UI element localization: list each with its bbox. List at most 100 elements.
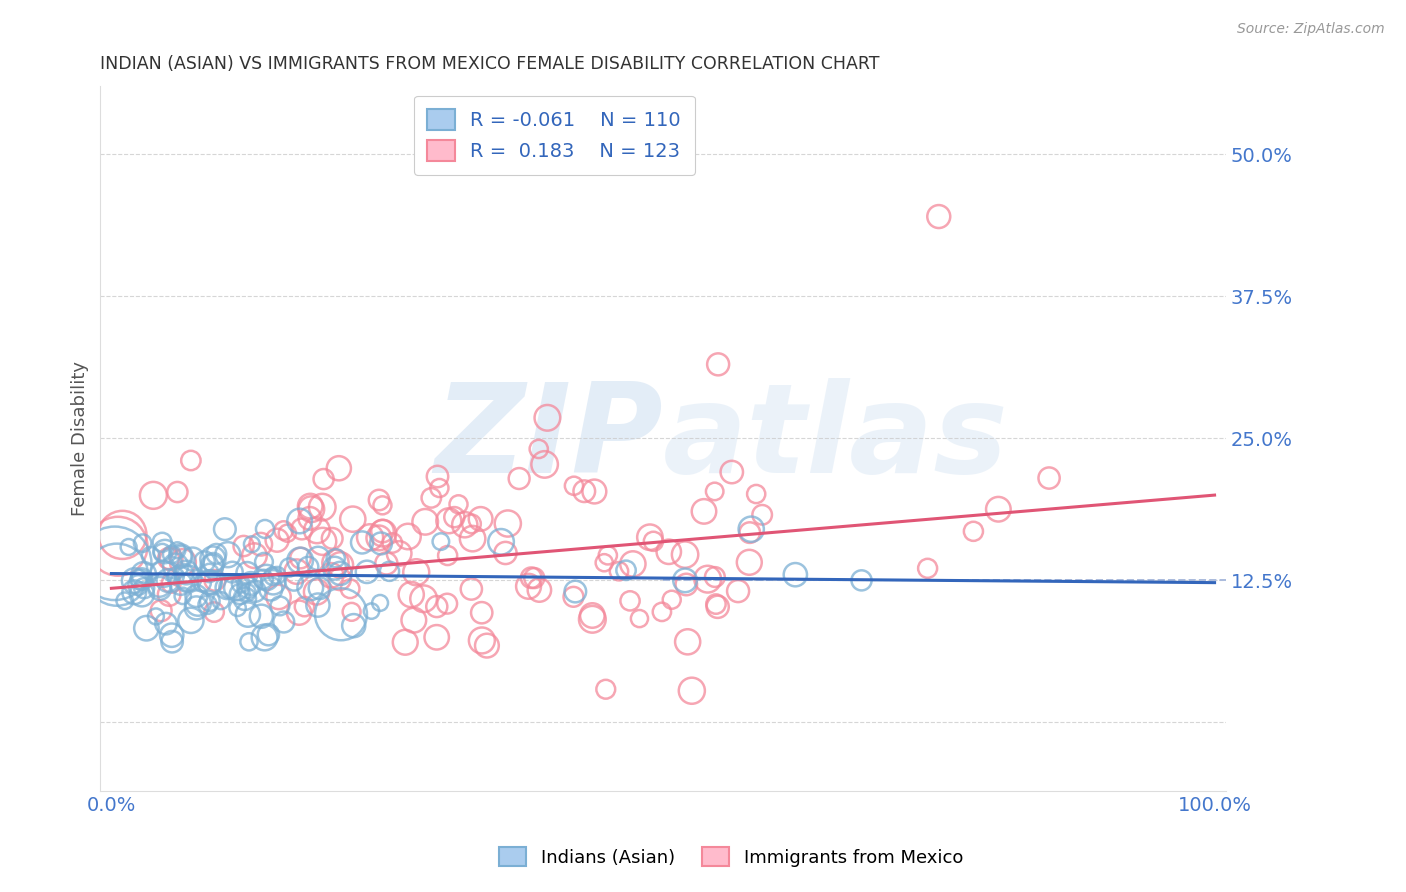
Point <box>329 558 352 572</box>
Point <box>266 568 288 582</box>
Point <box>160 576 183 591</box>
Point <box>214 522 236 536</box>
Point <box>204 574 226 588</box>
Point <box>131 587 153 601</box>
Point <box>928 210 950 224</box>
Point <box>426 469 449 483</box>
Point <box>294 599 316 614</box>
Point <box>394 635 416 649</box>
Point <box>226 600 249 615</box>
Point <box>523 571 546 585</box>
Point <box>236 607 259 622</box>
Point <box>437 514 460 528</box>
Point <box>269 599 291 613</box>
Point <box>107 539 129 553</box>
Point <box>201 558 224 573</box>
Point <box>176 575 198 590</box>
Point <box>529 582 551 597</box>
Point <box>285 565 308 579</box>
Point <box>330 607 353 622</box>
Point <box>170 576 193 591</box>
Point <box>496 516 519 531</box>
Point <box>170 549 193 563</box>
Point <box>193 555 215 569</box>
Point <box>238 635 260 649</box>
Point <box>720 465 742 479</box>
Point <box>583 484 606 499</box>
Point <box>262 575 284 590</box>
Point <box>160 628 183 642</box>
Point <box>596 549 619 563</box>
Point <box>751 508 773 522</box>
Point <box>253 522 276 536</box>
Point <box>321 532 343 546</box>
Point <box>197 598 219 612</box>
Point <box>495 546 517 560</box>
Point <box>243 549 266 563</box>
Point <box>104 557 127 571</box>
Text: Source: ZipAtlas.com: Source: ZipAtlas.com <box>1237 22 1385 37</box>
Point <box>321 568 343 582</box>
Point <box>436 597 458 611</box>
Point <box>157 587 180 601</box>
Point <box>283 574 305 589</box>
Point <box>156 574 179 588</box>
Point <box>447 497 470 511</box>
Point <box>186 601 208 615</box>
Point <box>340 605 363 619</box>
Point <box>299 581 322 595</box>
Point <box>219 580 242 594</box>
Point <box>917 561 939 575</box>
Point <box>166 485 188 500</box>
Point <box>131 536 153 550</box>
Point <box>150 535 173 549</box>
Point <box>402 613 425 627</box>
Point <box>517 579 540 593</box>
Point <box>165 569 187 583</box>
Point <box>257 628 280 642</box>
Point <box>267 590 290 604</box>
Point <box>454 517 477 532</box>
Point <box>139 549 162 563</box>
Point <box>236 585 259 599</box>
Point <box>233 591 256 606</box>
Point <box>160 548 183 562</box>
Point <box>508 471 530 485</box>
Legend: R = -0.061    N = 110, R =  0.183    N = 123: R = -0.061 N = 110, R = 0.183 N = 123 <box>413 95 695 175</box>
Point <box>201 552 224 566</box>
Point <box>581 608 603 623</box>
Point <box>180 453 202 467</box>
Point <box>173 566 195 581</box>
Point <box>181 552 204 566</box>
Point <box>339 582 361 596</box>
Point <box>124 574 146 588</box>
Point <box>155 616 177 631</box>
Point <box>117 540 139 554</box>
Point <box>250 609 273 624</box>
Point <box>198 575 221 590</box>
Point <box>160 552 183 566</box>
Point <box>413 515 436 529</box>
Point <box>307 598 329 612</box>
Point <box>266 533 288 548</box>
Point <box>111 528 134 542</box>
Point <box>273 615 295 629</box>
Legend: Indians (Asian), Immigrants from Mexico: Indians (Asian), Immigrants from Mexico <box>491 838 972 876</box>
Point <box>236 581 259 595</box>
Point <box>352 535 374 549</box>
Point <box>619 594 641 608</box>
Point <box>614 563 637 577</box>
Point <box>142 488 165 502</box>
Point <box>323 561 346 575</box>
Point <box>460 516 482 531</box>
Point <box>278 560 301 574</box>
Point <box>253 555 276 569</box>
Text: INDIAN (ASIAN) VS IMMIGRANTS FROM MEXICO FEMALE DISABILITY CORRELATION CHART: INDIAN (ASIAN) VS IMMIGRANTS FROM MEXICO… <box>100 55 880 73</box>
Point <box>239 576 262 591</box>
Point <box>290 551 312 566</box>
Point <box>328 461 350 475</box>
Point <box>160 634 183 648</box>
Point <box>562 479 585 493</box>
Point <box>132 567 155 582</box>
Point <box>166 543 188 558</box>
